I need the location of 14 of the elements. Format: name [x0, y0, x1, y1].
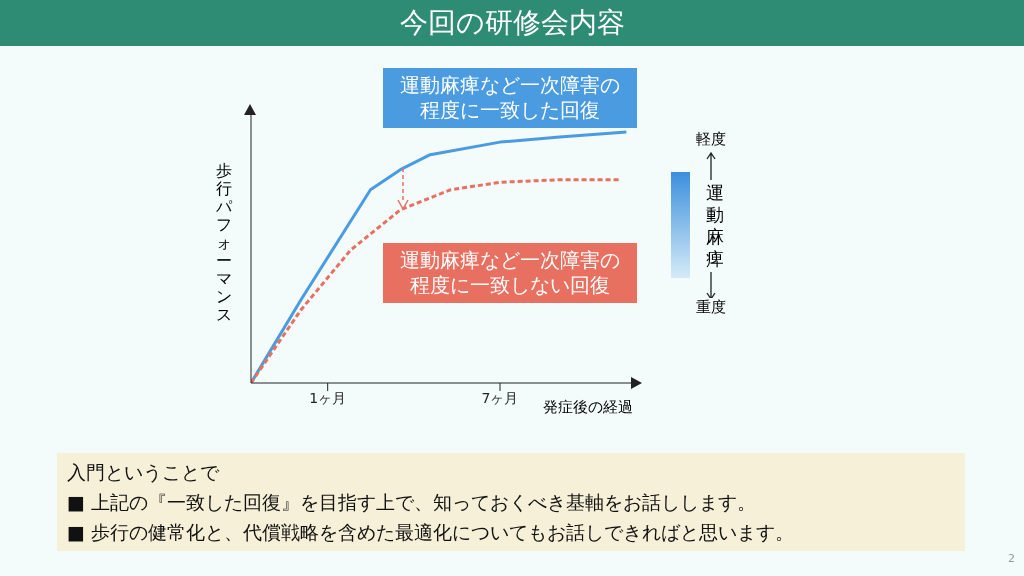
text: 重度	[696, 298, 726, 317]
x-tick-label: 1ヶ月	[309, 389, 347, 406]
text: 運動麻痺	[705, 182, 725, 270]
text: ■ 上記の『一致した回復』を目指す上で、知っておくべき基軸をお話しします。	[67, 490, 757, 515]
x-axis-title: 発症後の経過	[543, 398, 633, 417]
x-tick-label: 7ヶ月	[481, 389, 519, 406]
series-label: 運動麻痺など一次障害の程度に一致しない回復	[383, 243, 637, 303]
chart-title: 今回の研修会内容	[0, 0, 1024, 46]
series-label: 運動麻痺など一次障害の程度に一致した回復	[383, 68, 637, 128]
text: ■ 歩行の健常化と、代償戦略を含めた最適化についてもお話しできればと思います。	[67, 520, 795, 545]
text: 2	[1008, 552, 1015, 565]
text: 軽度	[696, 130, 726, 149]
text: 歩行パフォーマンス	[216, 161, 232, 324]
text: 入門ということで	[67, 460, 220, 485]
